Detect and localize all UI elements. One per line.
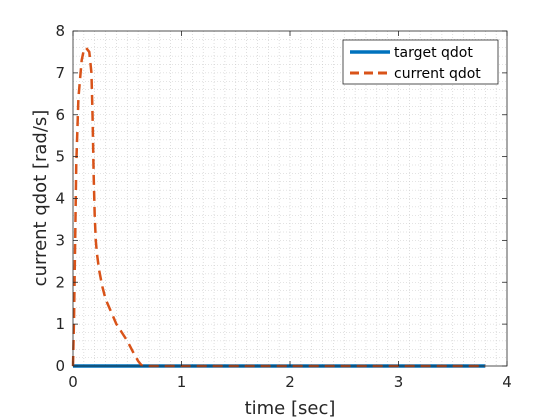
x-tick-label: 1 (177, 373, 187, 391)
y-tick-label: 7 (55, 64, 65, 82)
y-tick-label: 5 (55, 148, 65, 166)
y-tick-label: 2 (55, 273, 65, 291)
y-tick-label: 1 (55, 315, 65, 333)
x-tick-label: 3 (394, 373, 404, 391)
x-tick-label: 0 (68, 373, 78, 391)
legend-box (342, 39, 499, 85)
minor-grid (73, 31, 507, 366)
y-tick-label: 6 (55, 106, 65, 124)
y-tick-label: 0 (55, 357, 65, 375)
legend-label-target-qdot: target qdot (394, 45, 473, 61)
y-tick-label: 4 (55, 190, 65, 208)
x-axis-label: time [sec] (245, 398, 336, 419)
y-tick-label: 3 (55, 231, 65, 249)
y-tick-label: 8 (55, 22, 65, 40)
tick-labels: 0 1 2 3 4 0 1 2 3 4 5 6 7 8 (55, 22, 511, 391)
axis-ticks (72, 30, 508, 367)
series-line-current-qdot (71, 46, 486, 368)
legend: target qdot current qdot (342, 39, 499, 85)
x-tick-label: 2 (285, 373, 295, 391)
legend-label-current-qdot: current qdot (394, 66, 481, 82)
y-axis-label: current qdot [rad/s] (30, 110, 51, 287)
x-tick-label: 4 (502, 373, 512, 391)
